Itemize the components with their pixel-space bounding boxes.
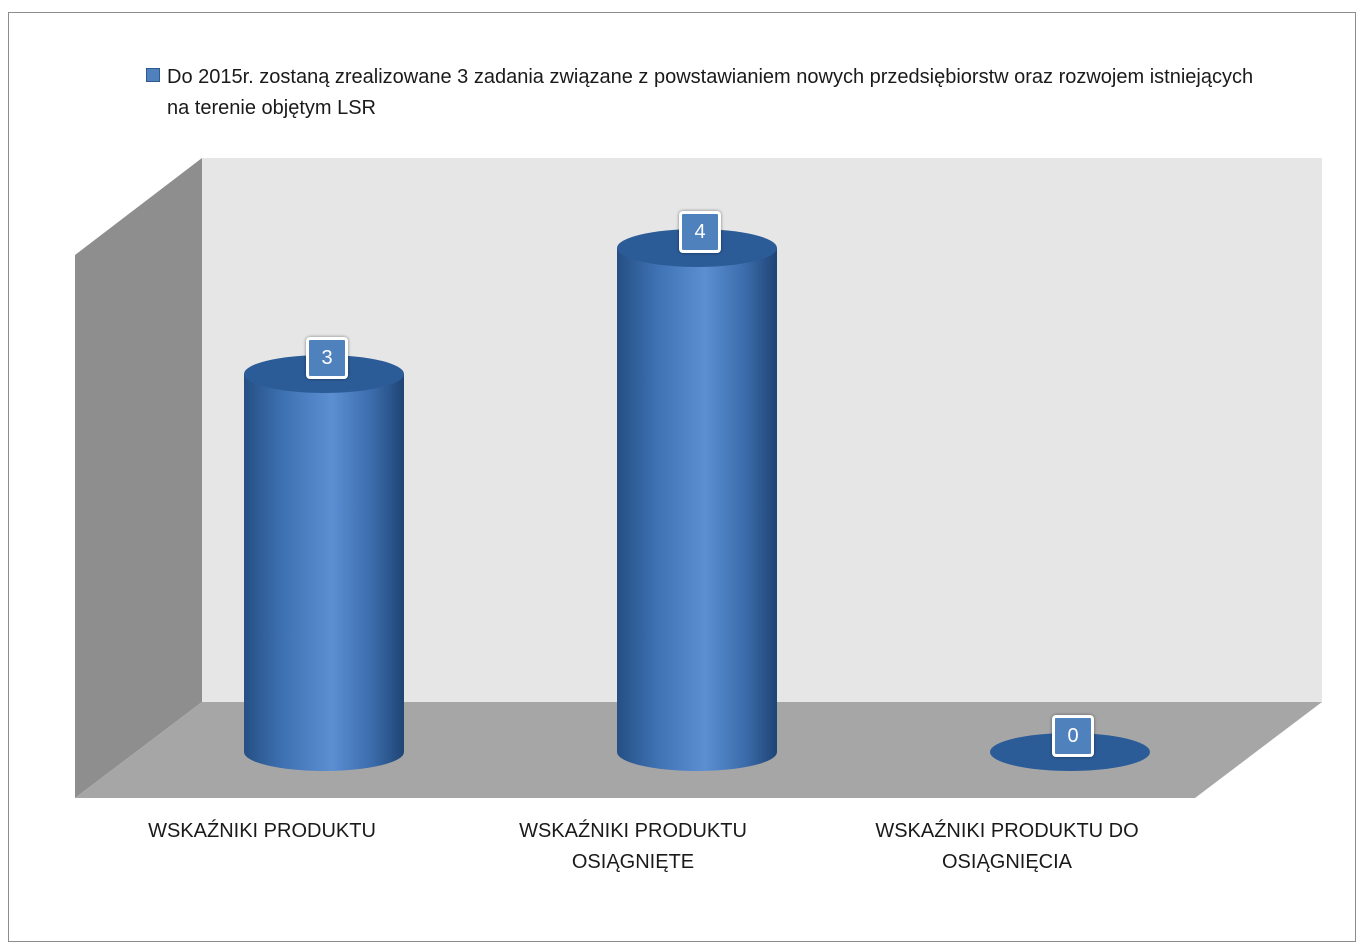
side-wall xyxy=(75,158,202,798)
legend: Do 2015r. zostaną zrealizowane 3 zadania… xyxy=(146,62,1266,124)
category-label: WSKAŹNIKI PRODUKTU DO OSIĄGNIĘCIA xyxy=(875,820,1139,873)
bar-1 xyxy=(244,355,404,771)
data-label: 3 xyxy=(306,337,348,379)
data-label: 0 xyxy=(1052,715,1094,757)
legend-label: Do 2015r. zostaną zrealizowane 3 zadania… xyxy=(167,66,1254,119)
bar-2 xyxy=(617,229,777,771)
category-label: WSKAŹNIKI PRODUKTU xyxy=(148,820,376,842)
bar-body xyxy=(617,248,777,771)
legend-swatch xyxy=(146,68,160,82)
data-label: 4 xyxy=(679,211,721,253)
bar-body xyxy=(244,374,404,771)
category-label: WSKAŹNIKI PRODUKTU OSIĄGNIĘTE xyxy=(519,820,747,873)
